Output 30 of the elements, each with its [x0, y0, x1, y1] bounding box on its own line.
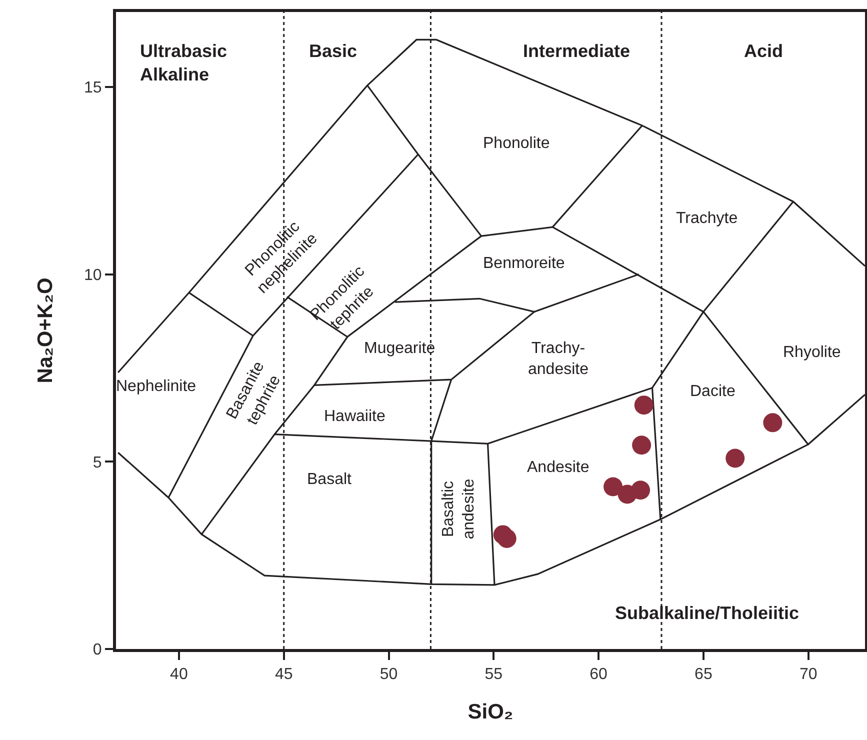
annotation: Benmoreite	[483, 255, 565, 272]
y-tick-label: 5	[92, 454, 102, 472]
y-tick-label: 10	[84, 266, 102, 284]
x-tick-label: 40	[170, 666, 188, 684]
annotation: Acid	[744, 41, 784, 61]
annotation: Dacite	[690, 383, 736, 400]
annotation: Basaltic andesite	[440, 478, 478, 540]
x-tick-label: 60	[590, 666, 608, 684]
x-tick-label: 45	[274, 666, 293, 684]
annotation: Basic	[309, 41, 358, 61]
annotation: Trachy- andesite	[528, 340, 589, 378]
annotation: Mugearite	[364, 340, 436, 357]
annotation: Subalkaline/Tholeiitic	[615, 603, 800, 623]
annotation: Trachyte	[676, 210, 738, 227]
annotation: Hawaiite	[324, 408, 386, 425]
annotation: Basalt	[307, 471, 352, 488]
annotation: Phonolite	[483, 135, 550, 152]
x-tick-label: 50	[380, 666, 398, 684]
x-tick-label: 70	[799, 666, 818, 684]
annotation: Rhyolite	[783, 344, 841, 361]
x-tick-label: 55	[484, 666, 503, 684]
y-tick-label: 0	[92, 642, 102, 659]
annotation: Andesite	[527, 459, 590, 476]
annotation: Ultrabasic Alkaline	[140, 41, 228, 84]
x-tick-label: 65	[694, 666, 712, 684]
y-axis-title: Na₂O+K₂O	[34, 278, 58, 384]
x-axis-title: SiO₂	[468, 700, 514, 724]
annotation: Nephelinite	[116, 378, 196, 395]
annotation: Intermediate	[523, 41, 630, 61]
y-tick-label: 15	[84, 80, 102, 97]
